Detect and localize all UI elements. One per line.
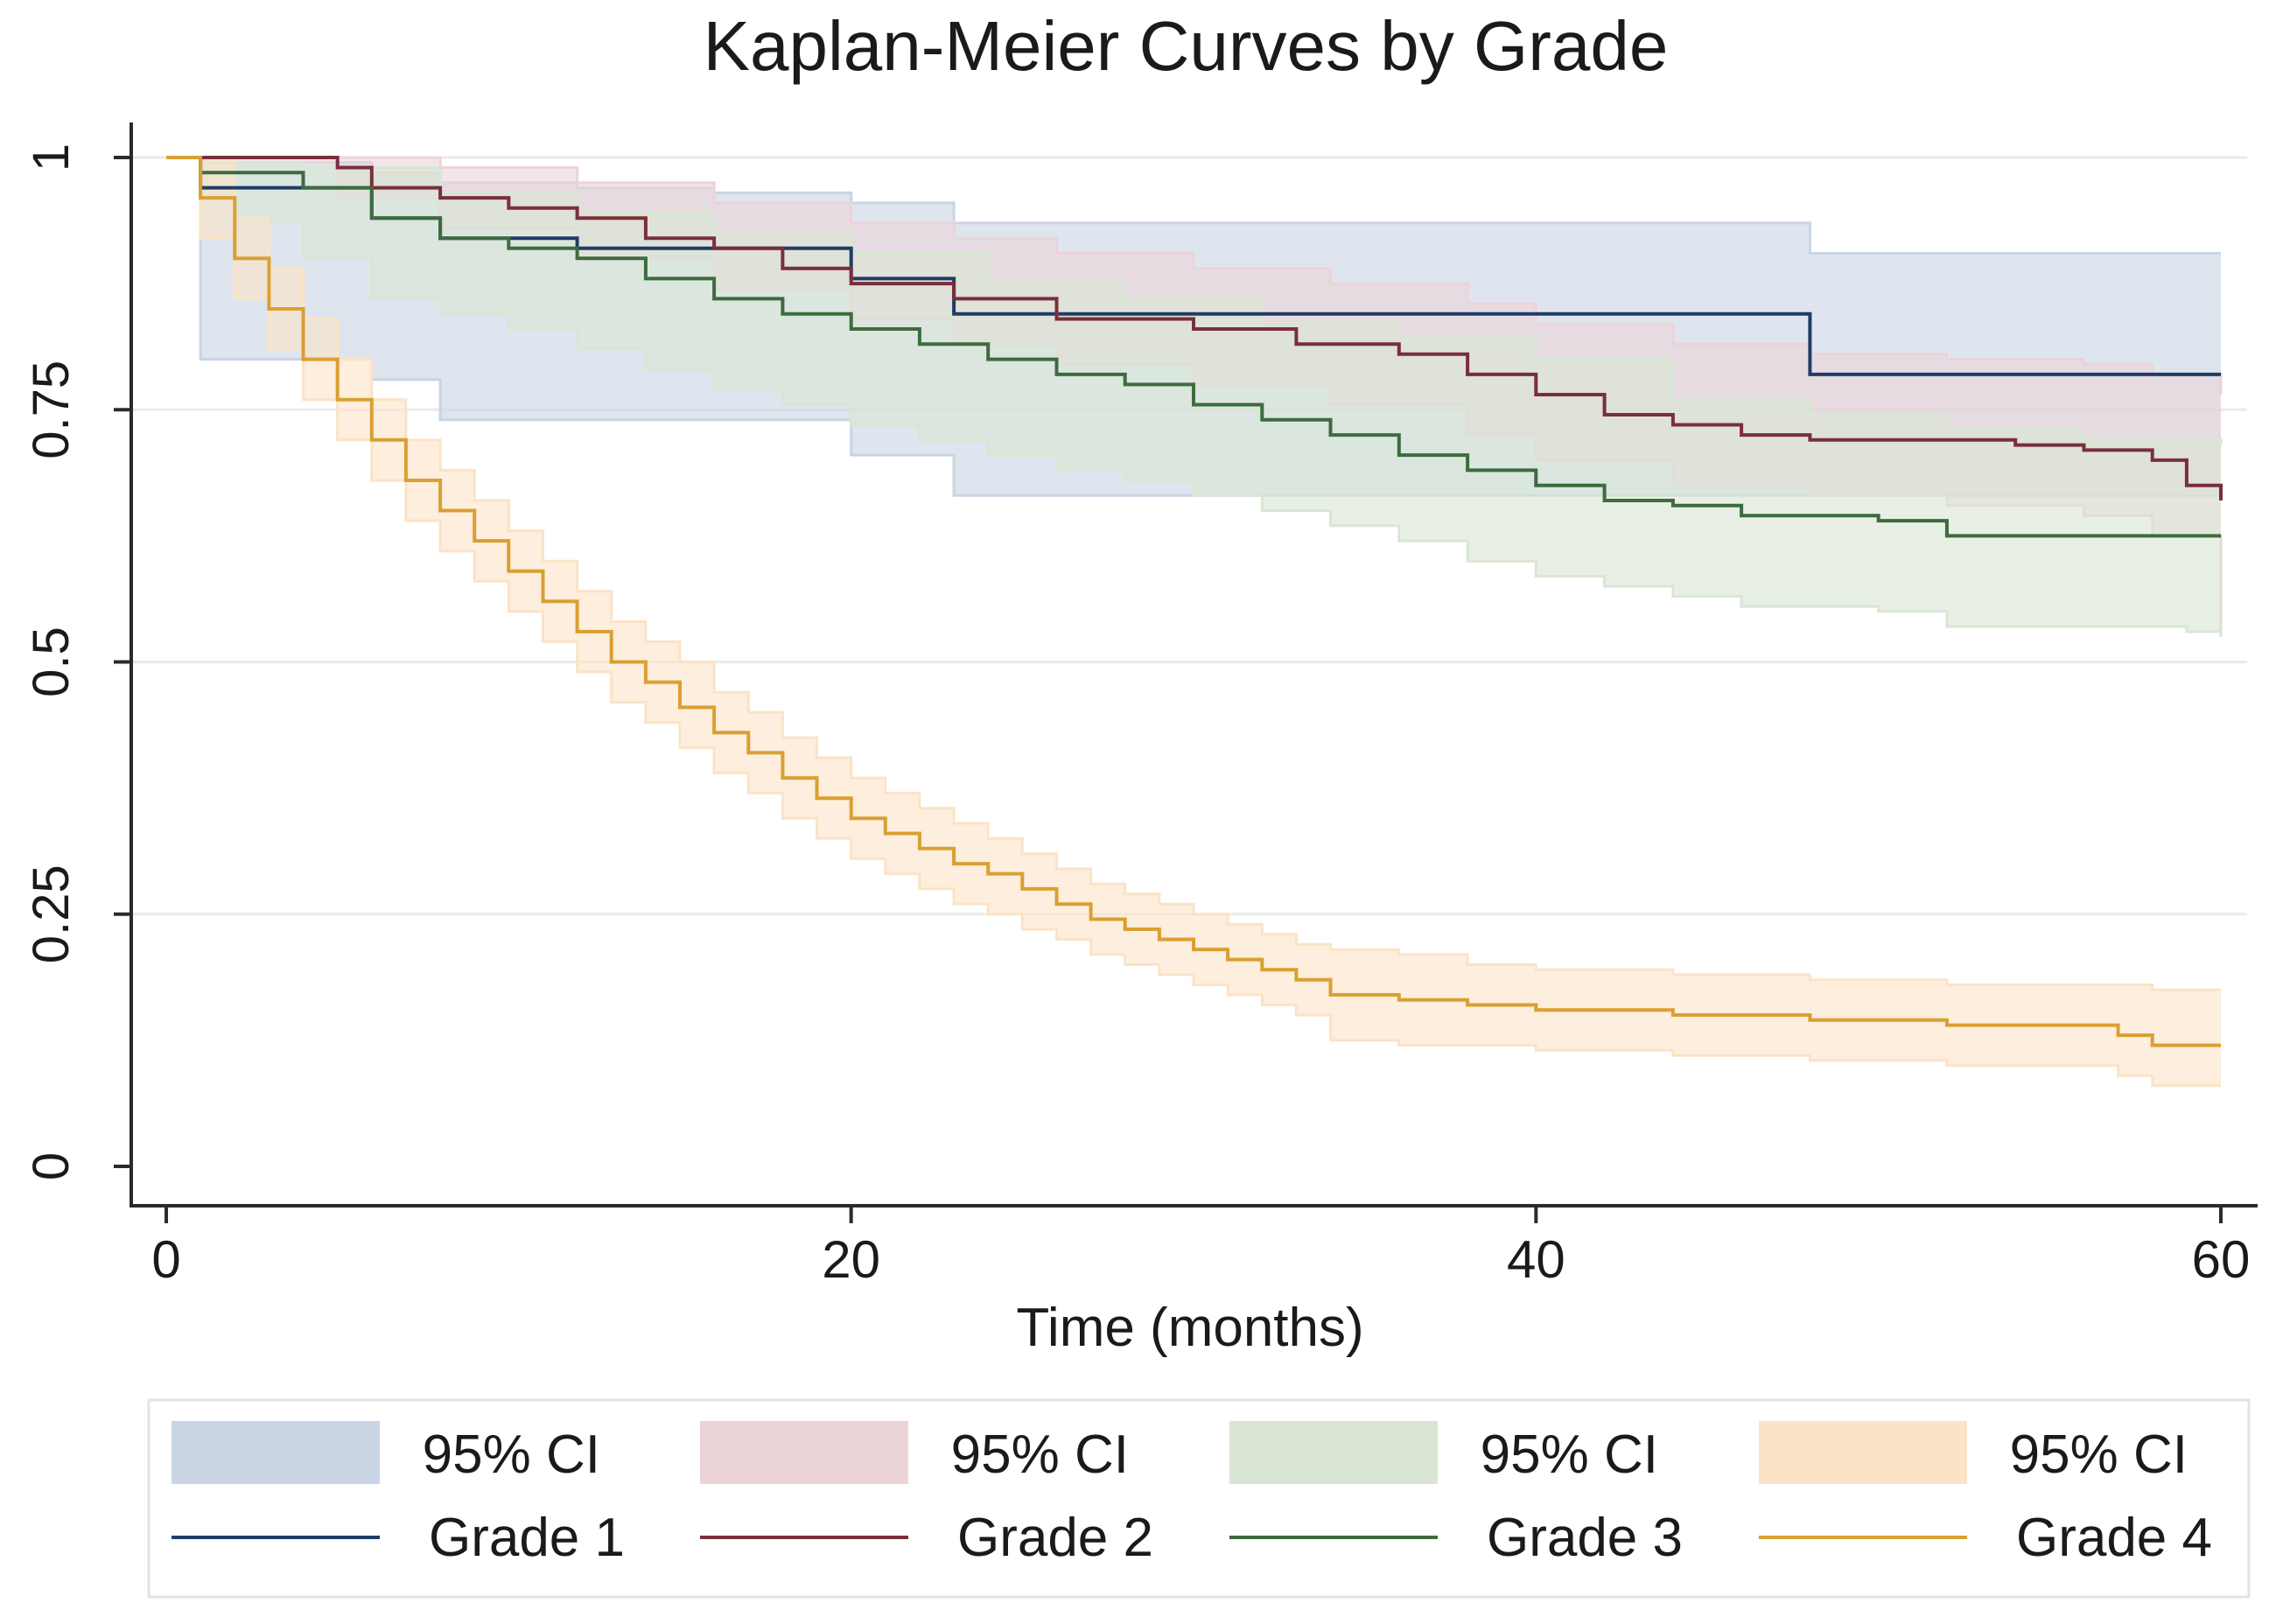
survival-curves [166,156,2223,1047]
y-tick-label: 0 [23,1152,80,1180]
legend-label-grade-1: Grade 1 [429,1508,625,1568]
ci-upper-edge-grade-4 [166,156,2221,991]
legend-swatch-ci-2 [700,1421,908,1484]
survival-curve-grade-3 [166,156,2221,538]
ci-lower-edge-grade-1 [166,156,2221,497]
y-tick-label: 0.25 [23,864,80,963]
x-tick-label: 0 [151,1230,180,1289]
ci-upper-edge-grade-2 [166,156,2223,395]
x-tick-label: 60 [2192,1230,2251,1289]
legend-label-ci-2: 95% CI [951,1424,1129,1485]
survival-curve-grade-1 [166,156,2221,376]
legend-swatch-ci-1 [172,1421,380,1484]
legend-label-ci-1: 95% CI [423,1424,600,1485]
y-tick-label: 0.5 [23,626,80,697]
ci-lower-edge-grade-3 [166,156,2223,637]
survival-curve-grade-2 [166,156,2223,500]
ci-band-grade-2 [166,158,2221,632]
legend-label-ci-4: 95% CI [2010,1424,2188,1485]
legend-label-grade-4: Grade 4 [2016,1508,2212,1568]
ci-upper-edge-grade-3 [166,156,2223,445]
legend-swatch-ci-3 [1229,1421,1438,1484]
chart-title: Kaplan-Meier Curves by Grade [704,7,1669,85]
y-tick-label: 0.75 [23,360,80,459]
legend-swatch-ci-4 [1759,1421,1967,1484]
x-tick-label: 20 [822,1230,880,1289]
legend-label-ci-3: 95% CI [1481,1424,1658,1485]
axes: 0 0.25 0.5 0.75 1 0 20 40 60 [23,122,2258,1289]
ci-lower-edge-grade-4 [166,156,2221,1088]
legend-label-grade-2: Grade 2 [957,1508,1153,1568]
survival-curve-grade-4 [166,156,2221,1047]
legend: 95% CI 95% CI 95% CI 95% CI Grade 1 Grade 2 Gr… [147,1398,2251,1599]
y-tick-label: 1 [23,144,80,172]
x-tick-label: 40 [1507,1230,1565,1289]
legend-label-grade-3: Grade 3 [1487,1508,1683,1568]
x-axis-label: Time (months) [1016,1298,1363,1358]
